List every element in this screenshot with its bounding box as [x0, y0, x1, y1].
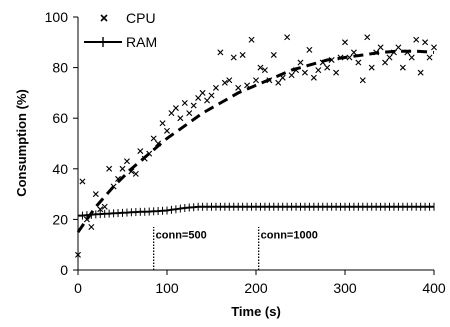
cpu-point	[217, 49, 224, 56]
legend-cpu-label: CPU	[126, 10, 156, 26]
y-tick-label: 100	[45, 9, 69, 25]
annotation-label: conn=1000	[261, 229, 318, 241]
cpu-point	[399, 64, 406, 71]
cpu-point	[408, 54, 415, 61]
y-tick-label: 80	[52, 60, 68, 76]
cpu-point	[159, 120, 166, 127]
cpu-point	[297, 59, 304, 66]
cpu-point	[226, 77, 233, 84]
x-axis-title: Time (s)	[231, 304, 281, 319]
legend-cpu-marker	[100, 14, 108, 22]
legend-ram-marker	[84, 37, 122, 47]
annotations: conn=500 conn=1000	[152, 226, 318, 270]
cpu-point	[342, 39, 348, 46]
cpu-point	[199, 89, 206, 96]
legend: CPU RAM	[84, 10, 157, 50]
cpu-point	[132, 170, 139, 177]
cpu-point	[270, 51, 277, 58]
y-tick-label: 0	[60, 262, 68, 278]
cpu-point	[261, 67, 268, 74]
cpu-point	[426, 54, 433, 61]
y-axis-title: Consumption (%)	[14, 89, 29, 197]
cpu-point	[288, 72, 295, 79]
cpu-point	[221, 79, 228, 86]
cpu-point	[195, 94, 202, 101]
cpu-point	[186, 110, 193, 117]
x-tick-label: 300	[333, 280, 357, 296]
cpu-point	[92, 191, 99, 198]
cpu-trend-line	[76, 49, 435, 233]
cpu-point	[301, 69, 308, 76]
x-tick-label: 200	[244, 280, 268, 296]
cpu-point	[386, 54, 393, 61]
cpu-point	[190, 102, 197, 109]
cpu-point	[119, 165, 126, 172]
cpu-point	[208, 92, 215, 99]
cpu-point	[150, 135, 157, 142]
cpu-point	[368, 64, 375, 71]
cpu-point	[79, 178, 86, 185]
x-tick-label: 100	[155, 280, 179, 296]
cpu-point	[172, 105, 179, 112]
cpu-point	[306, 46, 313, 53]
cpu-point	[359, 77, 366, 84]
cpu-point	[168, 110, 175, 117]
legend-ram-label: RAM	[126, 34, 157, 50]
cpu-point	[315, 67, 322, 74]
ticks: 0 20 40 60 80 100 0 100 200 300 400	[45, 9, 446, 296]
cpu-point	[212, 84, 219, 91]
cpu-point	[88, 224, 95, 230]
cpu-point	[275, 79, 282, 86]
cpu-point	[253, 77, 259, 84]
cpu-point	[101, 203, 108, 210]
axes	[77, 17, 434, 271]
cpu-point	[333, 69, 340, 76]
y-tick-label: 40	[52, 161, 68, 177]
cpu-point	[382, 59, 389, 66]
cpu-point	[230, 54, 237, 61]
cpu-point	[377, 44, 384, 51]
cpu-point	[431, 44, 437, 51]
cpu-point	[177, 115, 184, 122]
x-tick-label: 400	[422, 280, 446, 296]
cpu-point	[310, 74, 317, 81]
cpu-point	[350, 49, 357, 56]
cpu-point	[235, 84, 242, 91]
cpu-point	[324, 64, 331, 71]
cpu-point	[181, 100, 188, 107]
cpu-point	[123, 158, 130, 165]
cpu-point	[97, 206, 104, 213]
cpu-point	[395, 44, 402, 51]
cpu-point	[164, 127, 170, 134]
annotation-label: conn=500	[156, 229, 207, 241]
cpu-point	[204, 97, 211, 104]
cpu-point	[106, 165, 113, 172]
y-tick-label: 20	[52, 211, 68, 227]
y-tick-label: 60	[52, 110, 68, 126]
cpu-point	[422, 39, 429, 46]
cpu-point	[355, 59, 362, 66]
cpu-point	[413, 36, 420, 43]
cpu-point	[284, 34, 291, 41]
legend-cpu-symbol	[100, 14, 108, 22]
cpu-point	[137, 148, 144, 155]
x-tick-label: 0	[74, 280, 82, 296]
cpu-point	[364, 34, 371, 41]
cpu-point	[417, 69, 424, 76]
cpu-point	[346, 54, 353, 61]
cpu-point	[239, 51, 246, 58]
cpu-point	[257, 64, 264, 71]
ram-series	[77, 202, 435, 220]
cpu-series	[75, 34, 437, 258]
cpu-point	[248, 36, 255, 43]
